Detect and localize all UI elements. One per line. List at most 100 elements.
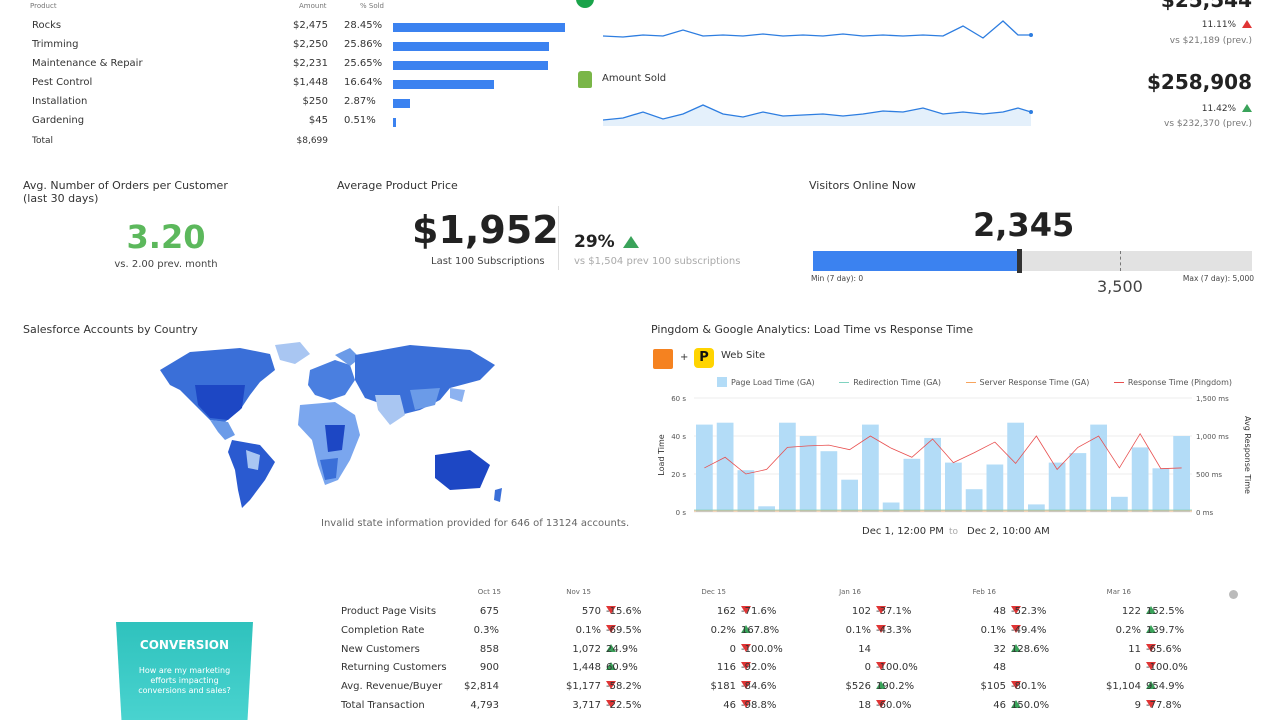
avg-price-change-value: 29% <box>574 232 615 252</box>
conversion-badge-title: CONVERSION <box>139 638 230 652</box>
metric-label: Returning Customers <box>341 662 447 674</box>
shopify-icon <box>578 71 592 88</box>
y-right-label: Avg Response Time <box>1243 416 1252 494</box>
metric-value: $526 <box>845 681 871 693</box>
month-header: Jan 16 <box>839 588 861 596</box>
metric-change-value: -100.0% <box>741 643 783 655</box>
pingdom-icon: P <box>694 348 714 368</box>
product-bar <box>393 80 494 89</box>
product-row: Maintenance & Repair $2,231 25.65% <box>30 58 550 77</box>
metric-value: $181 <box>710 681 736 693</box>
product-pct: 25.86% <box>344 39 383 50</box>
y-left-tick: 60 s <box>671 395 686 403</box>
metric-change-value: -71.6% <box>741 606 777 617</box>
product-sales-table: Product Amount % Sold Rocks $2,475 28.45% T… <box>0 0 565 160</box>
range-from: Dec 1, 12:00 PM <box>862 526 944 537</box>
product-row: Gardening $45 0.51% <box>30 115 550 134</box>
info-icon[interactable] <box>1229 590 1238 599</box>
down-arrow-icon <box>606 624 616 633</box>
down-arrow-icon <box>606 606 616 614</box>
up-arrow-icon <box>1146 624 1156 633</box>
load-time-bar <box>779 422 796 512</box>
amount-sold-prev: vs $232,370 (prev.) <box>1164 119 1252 129</box>
metric-label: New Customers <box>341 643 420 655</box>
metric-change-value: 150.0% <box>1011 700 1050 711</box>
load-time-bar <box>696 424 713 512</box>
y-right-tick: 1,000 ms <box>1196 433 1229 441</box>
metric-value: 0 <box>729 643 736 655</box>
month-header: Dec 15 <box>701 588 726 596</box>
conversion-row: Total Transaction 4,793 3,717 -22.5% 46 -98.8… <box>341 700 1241 719</box>
conversion-row: New Customers 858 1,072 24.9% 0 -100.0% 14 32 12… <box>341 643 1241 663</box>
metric-value: 0.3% <box>473 624 499 636</box>
up-arrow-icon <box>741 624 751 633</box>
load-time-bar <box>1152 468 1170 512</box>
amount-sold-up-icon <box>1242 104 1252 112</box>
metric-value: 3,717 <box>572 700 601 711</box>
legend-server-label: Server Response Time (GA) <box>979 378 1090 387</box>
map-title: Salesforce Accounts by Country <box>23 323 198 336</box>
metric-change-value: 954.9% <box>1146 681 1185 693</box>
metric-change-value: -80.1% <box>1011 681 1047 693</box>
metric-value: 48 <box>993 662 1006 674</box>
load-time-bar <box>965 489 983 512</box>
product-name: Rocks <box>32 20 62 31</box>
load-time-bar <box>758 506 775 512</box>
load-time-bar <box>1111 496 1128 512</box>
product-amount: $2,250 <box>293 39 328 50</box>
metric-value: 122 <box>1121 606 1141 617</box>
avg-price-sub: Last 100 Subscriptions <box>431 256 545 267</box>
analytics-icon <box>653 349 673 369</box>
metric-value: $105 <box>980 681 1006 693</box>
conversion-row: Completion Rate 0.3% 0.1% -69.5% 0.2% 167.8% 0… <box>341 624 1241 644</box>
load-time-bar <box>820 451 838 512</box>
visitors-target-label: 3,500 <box>1097 277 1143 296</box>
metric-change-value: -100.0% <box>1146 662 1188 674</box>
pingdom-site-label: Web Site <box>721 350 766 361</box>
pingdom-title: Pingdom & Google Analytics: Load Time vs… <box>651 323 974 336</box>
metric-change-value: -37.1% <box>876 606 912 617</box>
avg-price-value: $1,952 <box>412 208 559 252</box>
down-arrow-icon <box>1011 681 1021 690</box>
load-time-bar <box>1048 462 1066 512</box>
up-arrow-icon <box>606 643 616 652</box>
metric-change-value: -69.5% <box>606 624 642 636</box>
load-time-bar <box>862 424 879 512</box>
legend-redirection-label: Redirection Time (GA) <box>853 378 941 387</box>
range-to-word: to <box>949 527 959 537</box>
range-to: Dec 2, 10:00 AM <box>967 526 1050 537</box>
y-left-tick: 20 s <box>671 471 686 479</box>
product-amount: $250 <box>302 96 328 107</box>
product-name: Trimming <box>32 39 79 50</box>
metric-change-value: 60.9% <box>606 662 638 674</box>
metric-value: $1,104 <box>1106 681 1141 693</box>
visitors-gauge-track <box>813 249 1252 273</box>
metric-change-value: -43.3% <box>876 624 912 636</box>
metric-change-value: 190.2% <box>876 681 915 693</box>
conversion-row: Avg. Revenue/Buyer $2,814 $1,177 -58.2% $181… <box>341 681 1241 700</box>
revenue-sparkline <box>603 20 1033 39</box>
down-arrow-icon <box>876 662 886 671</box>
revenue-sparkline-tile: $25,544 11.11% vs $21,189 (prev.) <box>570 0 1260 60</box>
month-header: Feb 16 <box>972 588 996 596</box>
product-bar <box>393 42 550 51</box>
legend-pingdom: Response Time (Pingdom) <box>1113 378 1232 387</box>
y-left-label: Load Time <box>657 434 666 475</box>
revenue-value: $25,544 <box>1160 0 1252 12</box>
metric-change-value: -65.6% <box>1146 643 1182 655</box>
col-header-product: Product <box>30 2 57 10</box>
conversion-badge-text: How are my marketing efforts impacting c… <box>138 666 231 695</box>
map-tile: Salesforce Accounts by Country Invalid s… <box>10 316 640 560</box>
metric-value: 48 <box>993 606 1006 617</box>
metric-value: 162 <box>716 606 736 617</box>
visitors-value: 2,345 <box>973 206 1075 244</box>
avg-orders-sub: vs. 2.00 prev. month <box>114 259 218 270</box>
load-time-bar <box>882 502 900 512</box>
metric-change-value: 167.8% <box>741 624 780 636</box>
product-row: Pest Control $1,448 16.64% <box>30 77 550 96</box>
product-total-row: Total $8,699 <box>30 136 550 155</box>
product-bar <box>393 99 411 108</box>
plus-sign: + <box>680 352 689 363</box>
legend-swatch-page-load <box>717 377 727 387</box>
revenue-change: 11.11% <box>1202 20 1252 30</box>
